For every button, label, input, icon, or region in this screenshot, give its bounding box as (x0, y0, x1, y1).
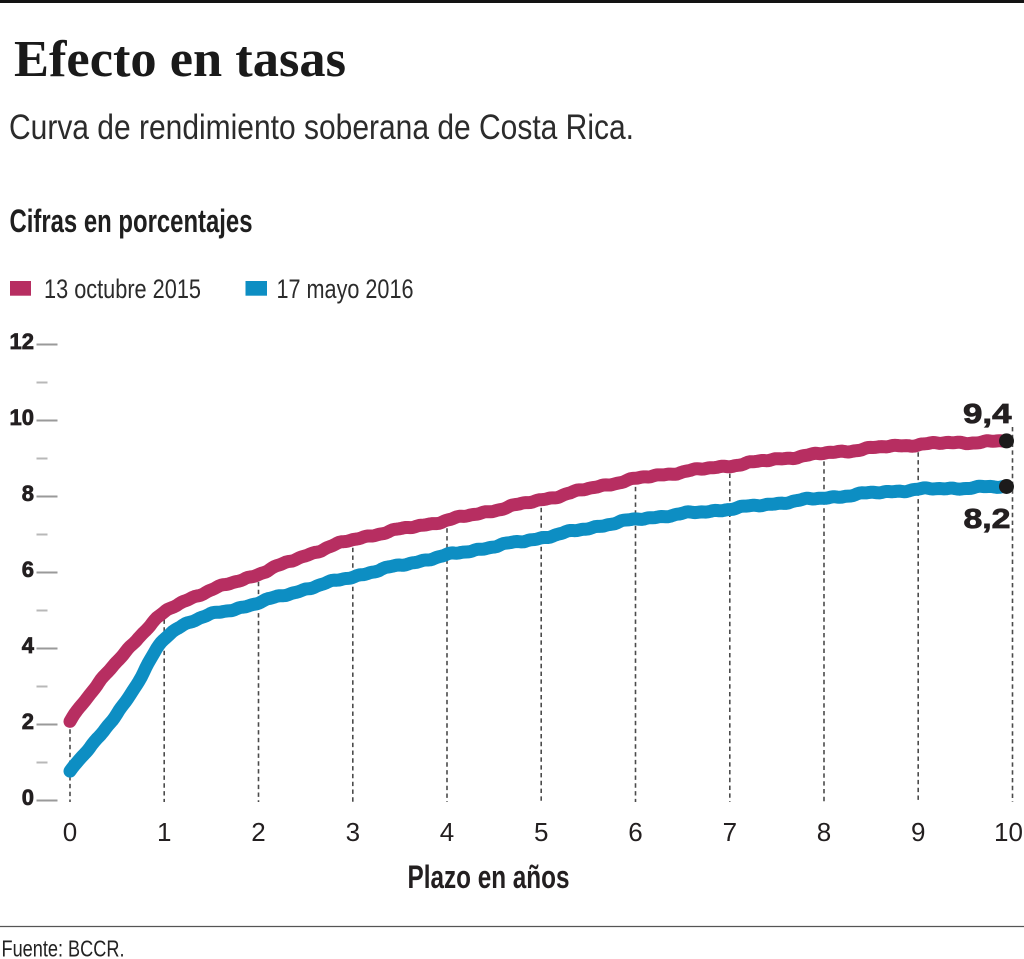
svg-text:5: 5 (534, 817, 548, 847)
svg-text:10: 10 (994, 817, 1023, 847)
svg-text:Efecto en tasas: Efecto en tasas (14, 31, 346, 88)
svg-text:8: 8 (22, 481, 34, 506)
svg-text:6: 6 (22, 557, 34, 582)
svg-text:Curva de rendimiento soberana: Curva de rendimiento soberana de Costa R… (9, 108, 634, 147)
svg-text:Plazo en años: Plazo en años (408, 859, 570, 895)
svg-text:Fuente: BCCR.: Fuente: BCCR. (2, 936, 125, 959)
svg-text:9,4: 9,4 (963, 398, 1012, 429)
svg-text:Cifras en porcentajes: Cifras en porcentajes (10, 203, 253, 239)
svg-text:7: 7 (723, 817, 737, 847)
svg-text:10: 10 (10, 405, 34, 430)
svg-text:0: 0 (63, 817, 77, 847)
svg-text:2: 2 (22, 709, 34, 734)
svg-text:9: 9 (911, 817, 925, 847)
svg-text:3: 3 (346, 817, 360, 847)
svg-text:4: 4 (22, 633, 35, 658)
svg-text:8: 8 (817, 817, 831, 847)
svg-text:2: 2 (251, 817, 265, 847)
svg-text:12: 12 (10, 329, 34, 354)
svg-text:6: 6 (628, 817, 642, 847)
svg-text:13 octubre 2015: 13 octubre 2015 (44, 274, 201, 304)
svg-text:8,2: 8,2 (964, 503, 1011, 534)
svg-text:4: 4 (440, 817, 454, 847)
svg-text:17 mayo 2016: 17 mayo 2016 (277, 274, 414, 304)
svg-text:1: 1 (157, 817, 171, 847)
svg-text:0: 0 (22, 785, 34, 810)
